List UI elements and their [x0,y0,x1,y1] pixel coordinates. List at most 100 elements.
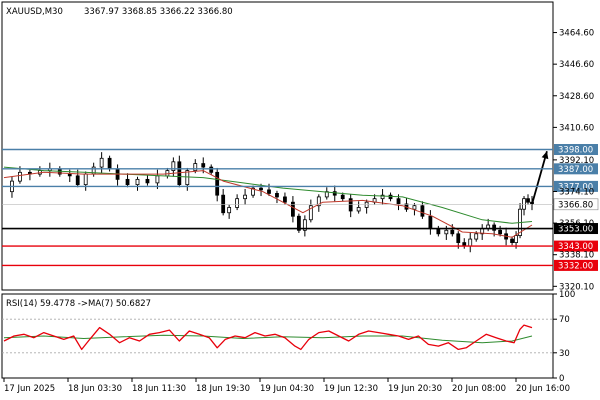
rsi-tick-label: 30 [559,349,570,359]
level-label: 3332.00 [558,261,593,271]
candle-body [302,219,307,231]
symbol-info: XAUUSD,M30 [6,7,63,17]
candle-body [526,198,530,203]
candle-body [356,207,361,212]
price-tick-label: 3338.10 [559,251,594,261]
candle-body [275,193,279,198]
level-label: 3353.00 [558,225,593,235]
candle-body [474,233,479,240]
time-tick-label: 17 Jun 2025 [4,384,55,394]
candle-body [498,229,503,235]
level-tag [554,223,598,235]
candle-body [83,173,88,186]
candle-body [332,191,337,196]
candle-body [364,201,369,208]
price-tick-label: 3356.10 [559,219,594,229]
time-tick-label: 19 Jun 04:30 [260,384,314,394]
time-tick-label: 18 Jun 11:30 [132,384,186,394]
projection-arrow-shaft [531,151,548,205]
price-tick-label: 3464.60 [559,29,594,39]
ma-fast-line [3,170,533,238]
candle-body [514,235,518,243]
rsi-tick-label: 100 [559,290,575,300]
current-price-tag [553,198,599,211]
time-tick-label: 19 Jun 20:30 [388,384,442,394]
time-axis: 17 Jun 2025 18 Jun 03:30 18 Jun 11:30 18 Ju… [3,378,570,394]
price-tick-label: 3374.10 [559,187,594,197]
candle-body [99,157,104,168]
level-tag [554,259,598,271]
candle-body [209,166,214,173]
main-pane-frame [1,1,554,291]
candle-body [396,198,401,205]
candle-body [522,198,526,210]
price-tick-label: 3446.60 [559,60,594,70]
candle-body [235,198,240,208]
level-label: 3377.00 [558,182,593,192]
candle-body [428,215,433,229]
candle-body [155,175,160,184]
level-label: 3387.00 [558,165,593,175]
rsi-info: RSI(14) 59.4778 ->MA(7) 50.6827 [6,299,151,309]
candle-body [135,178,140,186]
candle-body [267,189,271,194]
candle-body [107,157,112,170]
candle-body [259,187,263,191]
level-tag [554,163,598,175]
candle-body [75,175,80,186]
rsi-line [3,324,533,351]
candle-body [291,201,295,217]
rsi-pane-frame [1,293,554,379]
candle-body [420,205,425,217]
candle-body [145,178,150,184]
candle-body [510,238,514,243]
price-tick-label: 3410.60 [559,123,594,133]
price-axis: 3464.60 3446.60 3428.60 3410.60 3392.10 3374.… [553,29,594,292]
candle-body [412,205,417,210]
level-label: 3343.00 [558,242,593,252]
time-tick-label: 19 Jun 12:30 [324,384,378,394]
price-tick-label: 3428.60 [559,92,594,102]
ma-slow-line [3,166,533,224]
candle-body [348,198,353,212]
candle-body [296,215,301,231]
ohlc-values: 3367.97 3368.85 3366.22 3366.80 [84,7,233,17]
candle-body [221,194,226,214]
time-tick-label: 18 Jun 19:30 [196,384,250,394]
candle-body [316,196,321,207]
candle-body [251,187,255,196]
candle-body [450,229,455,235]
main-pane: XAUUSD,M30 3367.97 3368.85 3366.22 3366.… [1,1,599,292]
candle-body [340,194,345,200]
rsi-tick-label: 0 [559,374,564,384]
candle-body [444,229,449,235]
price-tick-label: 3320.10 [559,282,594,292]
candle-body [308,205,313,221]
candle-body [18,171,22,182]
candle-body [380,194,385,200]
candle-body [243,194,247,200]
candle-body [468,238,473,247]
rsi-pane: RSI(14) 59.4778 ->MA(7) 50.6827 100 70 30 0 [1,290,575,384]
candle-body [125,178,130,186]
candle-body [456,233,461,243]
time-tick-label: 18 Jun 03:30 [68,384,122,394]
candle-body [492,224,497,231]
candle-body [185,170,190,186]
level-tag [554,240,598,252]
price-tick-label: 3392.10 [559,156,594,166]
candle-body [193,163,198,171]
candle-body [201,163,206,168]
rsi-tick-label: 70 [559,315,570,325]
rsi-axis: 100 70 30 0 [553,290,575,384]
current-price-label: 3366.80 [558,200,593,210]
time-tick-label: 20 Jun 08:00 [452,384,506,394]
projection-arrow-head [541,151,549,160]
candle-body [227,207,232,214]
candle-body [67,173,72,177]
level-tag [554,144,598,156]
time-tick-label: 20 Jun 16:00 [516,384,570,394]
candle-body [171,161,176,171]
candle-body [283,196,287,203]
